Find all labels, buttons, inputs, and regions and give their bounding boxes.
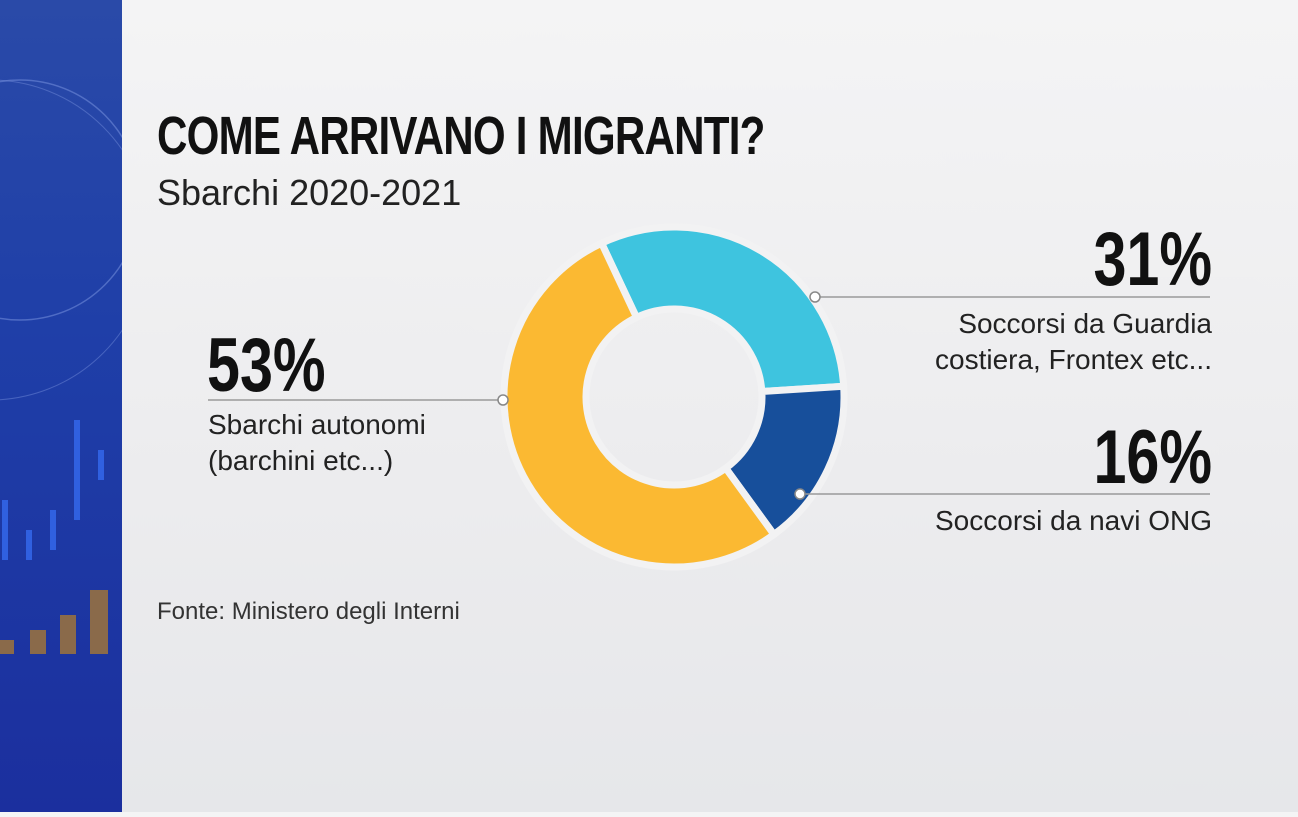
source-note: Fonte: Ministero degli Interni [157, 598, 460, 625]
leader-dot [794, 488, 806, 500]
category-label: Soccorsi da navi ONG [935, 505, 1212, 536]
side-panel [0, 0, 151, 812]
chart-subtitle: Sbarchi 2020-2021 [157, 172, 462, 213]
leader-dot [809, 291, 821, 303]
chart-title: COME ARRIVANO I MIGRANTI? [157, 106, 765, 166]
value-label: 16% [1093, 415, 1212, 500]
category-label: Soccorsi da Guardia costiera, Frontex et… [935, 308, 1212, 375]
value-label: 53% [207, 323, 326, 408]
value-label: 31% [1093, 217, 1212, 302]
leader-dot [497, 394, 509, 406]
donut-slice [500, 238, 779, 571]
category-label: Sbarchi autonomi (barchini etc...) [208, 409, 426, 476]
donut-slice [596, 223, 848, 396]
